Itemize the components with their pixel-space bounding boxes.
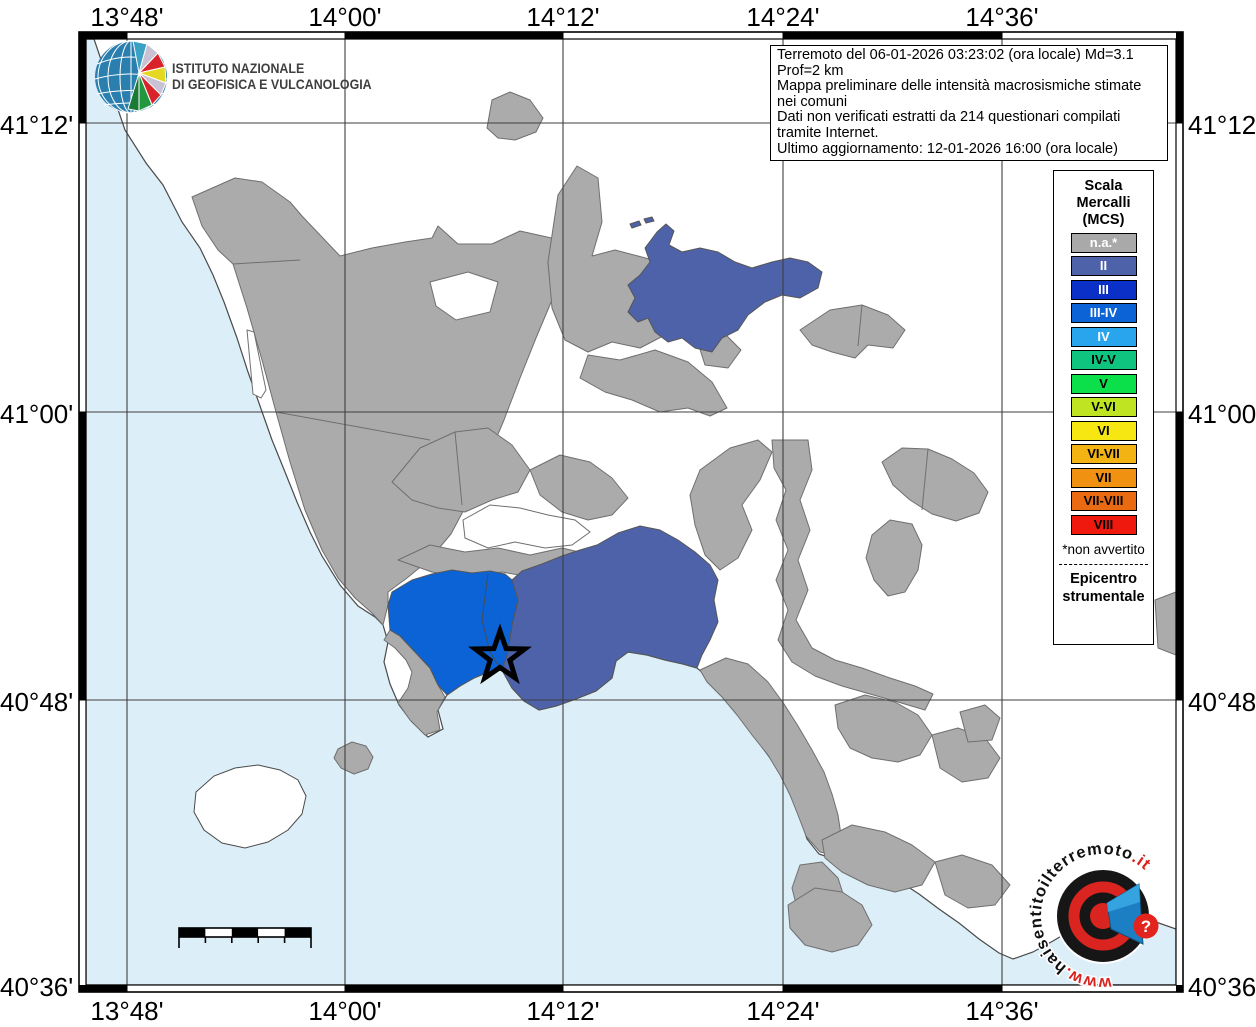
lon-label-top-0: 13°48' bbox=[90, 2, 164, 32]
legend-item-iii: III bbox=[1070, 279, 1137, 300]
legend-footnote: *non avvertito bbox=[1062, 541, 1145, 557]
comune-na bbox=[821, 824, 936, 893]
lat-label-left-1: 41°00' bbox=[0, 399, 74, 429]
lon-label-top-4: 14°36' bbox=[965, 2, 1039, 32]
legend-box: Scala Mercalli (MCS) n.a.* II III III-IV… bbox=[1053, 170, 1154, 645]
legend-epicenter-line1: Epicentro bbox=[1070, 570, 1137, 587]
lon-label-top-3: 14°24' bbox=[746, 2, 820, 32]
lon-label-bottom-4: 14°36' bbox=[965, 996, 1039, 1026]
lat-label-right-0: 41°12' bbox=[1188, 110, 1256, 140]
comune-na bbox=[959, 704, 1001, 743]
no-data-areas bbox=[193, 271, 591, 849]
comune-na bbox=[486, 91, 544, 141]
coastal-lagoon bbox=[246, 329, 267, 399]
lat-label-right-3: 40°36' bbox=[1188, 972, 1256, 1002]
lon-label-bottom-3: 14°24' bbox=[746, 996, 820, 1026]
comune-na bbox=[771, 439, 934, 711]
ingv-logo-globe bbox=[94, 40, 168, 114]
lat-label-left-2: 40°48' bbox=[0, 687, 74, 717]
map-frame bbox=[78, 31, 1184, 993]
comune-intensity-ii-dash bbox=[643, 216, 655, 224]
comune-intensity-ii-dash bbox=[629, 220, 642, 229]
question-mark: ? bbox=[1141, 917, 1151, 936]
comune-na bbox=[391, 427, 531, 513]
lon-label-top-2: 14°12' bbox=[526, 2, 600, 32]
lon-label-top-1: 14°00' bbox=[308, 2, 382, 32]
legend-item-na: n.a.* bbox=[1070, 232, 1137, 253]
lat-label-left-3: 40°36' bbox=[0, 972, 74, 1002]
legend-title: Scala Mercalli (MCS) bbox=[1054, 178, 1153, 229]
legend-item-v-vi: V-VI bbox=[1070, 397, 1137, 417]
legend-item-vi-vii: VI-VII bbox=[1070, 444, 1137, 464]
epicenter-star bbox=[468, 623, 532, 685]
lon-label-bottom-2: 14°12' bbox=[526, 996, 600, 1026]
lon-label-bottom-0: 13°48' bbox=[90, 996, 164, 1026]
legend-item-iv-v: IV-V bbox=[1070, 350, 1137, 370]
info-line-updated: Ultimo aggiornamento: 12-01-2026 16:00 (… bbox=[777, 140, 1118, 157]
comuni-intensity-ii bbox=[501, 216, 823, 711]
legend-star-slot bbox=[1054, 606, 1153, 636]
ingv-wordmark-line2: DI GEOFISICA E VULCANOLOGIA bbox=[172, 77, 372, 92]
lat-label-left-0: 41°12' bbox=[0, 110, 74, 140]
comune-na bbox=[881, 447, 989, 522]
ingv-wordmark: ISTITUTO NAZIONALE DI GEOFISICA E VULCAN… bbox=[172, 61, 372, 93]
legend-epicenter-label: Epicentro strumentale bbox=[1054, 570, 1153, 606]
no-data-area bbox=[462, 504, 591, 549]
legend-epicenter-line2: strumentale bbox=[1062, 588, 1145, 605]
comune-na bbox=[689, 439, 773, 571]
legend-title-line2: Mercalli bbox=[1076, 195, 1131, 211]
ischia-island bbox=[193, 764, 307, 849]
legend-item-vii-viii: VII-VIII bbox=[1070, 491, 1137, 511]
procida-island bbox=[333, 741, 374, 775]
lat-label-right-1: 41°00' bbox=[1188, 399, 1256, 429]
info-line-data-source: Dati non verificati estratti da 214 ques… bbox=[777, 109, 1121, 141]
info-line-map-type: Mappa preliminare delle intensità macros… bbox=[777, 78, 1142, 110]
legend-item-viii: VIII bbox=[1070, 514, 1137, 535]
comune-na bbox=[1154, 591, 1176, 656]
comune-na bbox=[799, 304, 906, 359]
earthquake-info-box: Terremoto del 06-01-2026 03:23:02 (ora l… bbox=[770, 45, 1168, 162]
legend-item-v: V bbox=[1070, 373, 1137, 394]
legend-item-ii: II bbox=[1070, 256, 1137, 276]
lat-label-right-2: 40°48' bbox=[1188, 687, 1256, 717]
comune-na bbox=[931, 727, 1001, 783]
legend-item-iv: IV bbox=[1070, 326, 1137, 347]
lon-label-bottom-1: 14°00' bbox=[308, 996, 382, 1026]
legend-title-line3: (MCS) bbox=[1082, 212, 1125, 228]
legend-item-vii: VII bbox=[1070, 467, 1137, 488]
comune-na bbox=[529, 454, 629, 521]
legend-title-line1: Scala bbox=[1084, 178, 1123, 194]
scale-bar bbox=[178, 927, 312, 948]
question-badge bbox=[1133, 913, 1159, 939]
info-line-event: Terremoto del 06-01-2026 03:23:02 (ora l… bbox=[777, 47, 1134, 79]
comune-intensity-ii-nord bbox=[627, 223, 823, 353]
comune-na bbox=[865, 519, 923, 597]
no-data-area bbox=[429, 271, 499, 321]
legend-item-vi: VI bbox=[1070, 420, 1137, 441]
comune-na bbox=[579, 349, 728, 417]
legend-item-iii-iv: III-IV bbox=[1070, 303, 1137, 323]
ingv-wordmark-line1: ISTITUTO NAZIONALE bbox=[172, 61, 305, 76]
comune-na bbox=[787, 887, 873, 953]
legend-divider bbox=[1059, 563, 1148, 565]
